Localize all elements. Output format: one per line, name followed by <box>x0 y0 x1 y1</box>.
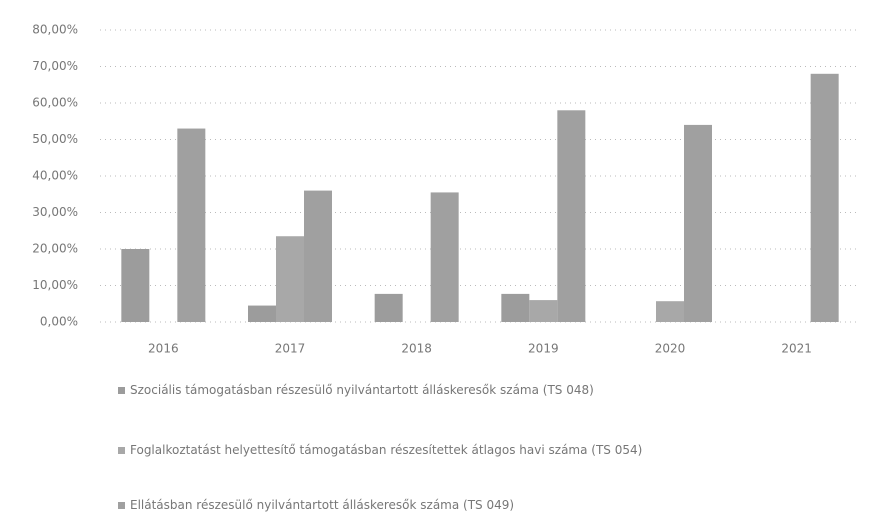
legend-swatch <box>118 502 125 509</box>
bar <box>121 249 150 322</box>
bar <box>374 293 403 322</box>
legend-swatch <box>118 387 125 394</box>
x-tick-label: 2017 <box>275 342 306 356</box>
x-tick-label: 2016 <box>148 342 179 356</box>
chart: 0,00% 10,00% 20,00% 30,00% 40,00% 50,00% 60,00… <box>32 23 860 356</box>
x-tick-label: 2021 <box>781 342 812 356</box>
bar <box>656 301 684 322</box>
legend-item: Foglalkoztatást helyettesítő támogatásba… <box>118 442 642 459</box>
bar <box>276 236 304 322</box>
bar <box>529 300 558 322</box>
y-tick-label: 40,00% <box>32 169 78 183</box>
bar <box>557 110 586 322</box>
legend-label: Foglalkoztatást helyettesítő támogatásba… <box>130 443 643 457</box>
legend-swatch <box>118 447 125 454</box>
y-tick-label: 60,00% <box>32 96 78 110</box>
bar <box>501 293 530 322</box>
x-tick-label: 2019 <box>528 342 559 356</box>
y-tick-label: 0,00% <box>40 315 78 329</box>
y-tick-label: 80,00% <box>32 23 78 37</box>
bar <box>430 192 459 322</box>
bar <box>304 190 332 322</box>
bar <box>177 128 206 322</box>
y-tick-label: 50,00% <box>32 132 78 146</box>
bar <box>810 73 839 322</box>
y-tick-label: 70,00% <box>32 59 78 73</box>
bar <box>684 124 712 323</box>
legend-label: Ellátásban részesülő nyilvántartott állá… <box>130 498 515 512</box>
legend-label: Szociális támogatásban részesülő nyilván… <box>130 383 594 397</box>
x-tick-label: 2020 <box>655 342 686 356</box>
y-tick-label: 30,00% <box>32 205 78 219</box>
y-tick-label: 10,00% <box>32 278 78 292</box>
x-tick-label: 2018 <box>401 342 432 356</box>
y-tick-label: 20,00% <box>32 242 78 256</box>
legend-item: Szociális támogatásban részesülő nyilván… <box>118 382 678 399</box>
legend-item: Ellátásban részesülő nyilvántartott állá… <box>118 497 514 514</box>
bar <box>248 305 276 322</box>
